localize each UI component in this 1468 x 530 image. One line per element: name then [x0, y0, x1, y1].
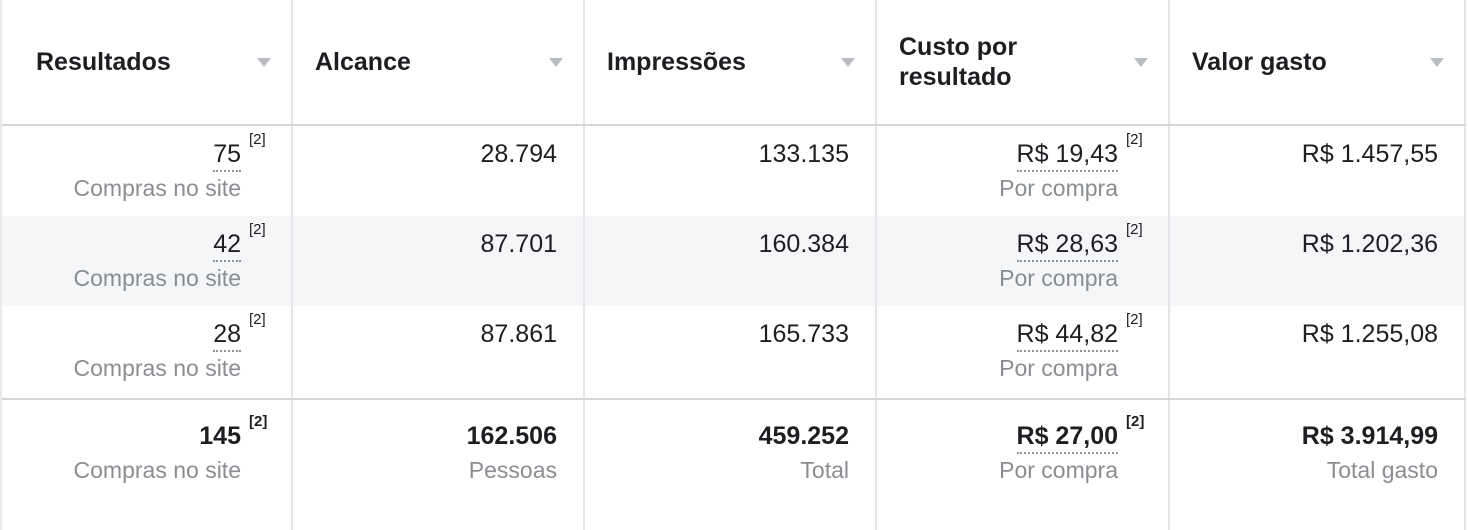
table-totals-row: 145 [2] Compras no site 162.506 Pessoas 4… — [2, 400, 1466, 530]
cell-valor-gasto: R$ 1.457,55 — [1170, 126, 1466, 216]
cost-value[interactable]: R$ 44,82 — [1016, 320, 1118, 352]
footnote-link[interactable]: [2] — [249, 311, 266, 328]
cost-total-label: Por compra — [999, 457, 1118, 483]
table-header-row: Resultados Alcance Impressões Custo por … — [2, 0, 1466, 126]
cell-alcance: 28.794 — [293, 126, 585, 216]
spent-value: R$ 1.457,55 — [1301, 140, 1438, 168]
cell-alcance-total: 162.506 Pessoas — [293, 400, 585, 530]
cell-resultados-total: 145 [2] Compras no site — [2, 400, 293, 530]
impressions-value: 160.384 — [758, 230, 849, 258]
column-header-label: Valor gasto — [1192, 48, 1327, 76]
cell-resultados: 75 [2] Compras no site — [2, 126, 293, 216]
cell-valor-gasto: R$ 1.202,36 — [1170, 216, 1466, 306]
cell-custo-por-resultado: R$ 19,43 [2] Por compra — [877, 126, 1170, 216]
column-header-resultados[interactable]: Resultados — [2, 0, 293, 124]
cost-label: Por compra — [999, 175, 1118, 201]
spent-total-label: Total gasto — [1326, 457, 1438, 483]
cost-label: Por compra — [999, 355, 1118, 381]
footnote-link[interactable]: [2] — [249, 413, 268, 430]
cost-value[interactable]: R$ 19,43 — [1016, 140, 1118, 172]
cell-custo-total: R$ 27,00 [2] Por compra — [877, 400, 1170, 530]
reach-total-value: 162.506 — [466, 422, 557, 450]
cell-impressoes-total: 459.252 Total — [585, 400, 877, 530]
reach-total-label: Pessoas — [468, 457, 557, 483]
cell-alcance: 87.701 — [293, 216, 585, 306]
cost-label: Por compra — [999, 265, 1118, 291]
column-header-label: Resultados — [36, 48, 171, 76]
results-label: Compras no site — [73, 175, 241, 201]
column-header-valor-gasto[interactable]: Valor gasto — [1170, 0, 1466, 124]
caret-down-icon[interactable] — [549, 57, 563, 67]
results-value[interactable]: 75 — [213, 140, 241, 172]
impressions-total-label: Total — [800, 457, 849, 483]
column-header-label: Impressões — [607, 48, 746, 76]
footnote-link[interactable]: [2] — [1126, 311, 1143, 328]
spent-total-value: R$ 3.914,99 — [1301, 422, 1438, 450]
results-label: Compras no site — [73, 265, 241, 291]
results-value[interactable]: 28 — [213, 320, 241, 352]
table-row: 42 [2] Compras no site 87.701 160.384 R$ … — [2, 216, 1466, 306]
cell-alcance: 87.861 — [293, 306, 585, 398]
cell-resultados: 42 [2] Compras no site — [2, 216, 293, 306]
cell-valor-gasto: R$ 1.255,08 — [1170, 306, 1466, 398]
caret-down-icon[interactable] — [841, 57, 855, 67]
cell-custo-por-resultado: R$ 28,63 [2] Por compra — [877, 216, 1170, 306]
reach-value: 87.861 — [480, 320, 557, 348]
caret-down-icon[interactable] — [257, 57, 271, 67]
spent-value: R$ 1.202,36 — [1301, 230, 1438, 258]
caret-down-icon[interactable] — [1430, 57, 1444, 67]
footnote-link[interactable]: [2] — [1126, 221, 1143, 238]
cell-valor-gasto-total: R$ 3.914,99 Total gasto — [1170, 400, 1466, 530]
column-header-impressoes[interactable]: Impressões — [585, 0, 877, 124]
cell-impressoes: 165.733 — [585, 306, 877, 398]
cell-resultados: 28 [2] Compras no site — [2, 306, 293, 398]
cost-value[interactable]: R$ 28,63 — [1016, 230, 1118, 262]
cost-total-value[interactable]: R$ 27,00 — [1016, 422, 1118, 454]
impressions-value: 165.733 — [758, 320, 849, 348]
column-header-label: Alcance — [315, 48, 411, 76]
table-row: 75 [2] Compras no site 28.794 133.135 R$ … — [2, 126, 1466, 216]
cell-impressoes: 133.135 — [585, 126, 877, 216]
table-row: 28 [2] Compras no site 87.861 165.733 R$ … — [2, 306, 1466, 400]
column-header-custo-por-resultado[interactable]: Custo por resultado — [877, 0, 1170, 124]
reach-value: 28.794 — [480, 140, 557, 168]
spent-value: R$ 1.255,08 — [1301, 320, 1438, 348]
footnote-link[interactable]: [2] — [1126, 131, 1143, 148]
impressions-value: 133.135 — [758, 140, 849, 168]
results-total-label: Compras no site — [73, 457, 241, 483]
column-header-label: Custo por resultado — [899, 33, 1018, 91]
reach-value: 87.701 — [480, 230, 557, 258]
caret-down-icon[interactable] — [1134, 57, 1148, 67]
results-label: Compras no site — [73, 355, 241, 381]
footnote-link[interactable]: [2] — [249, 131, 266, 148]
cell-custo-por-resultado: R$ 44,82 [2] Por compra — [877, 306, 1170, 398]
footnote-link[interactable]: [2] — [249, 221, 266, 238]
results-total-value: 145 — [199, 422, 241, 450]
impressions-total-value: 459.252 — [758, 422, 849, 450]
results-value[interactable]: 42 — [213, 230, 241, 262]
cell-impressoes: 160.384 — [585, 216, 877, 306]
column-header-alcance[interactable]: Alcance — [293, 0, 585, 124]
footnote-link[interactable]: [2] — [1126, 413, 1145, 430]
